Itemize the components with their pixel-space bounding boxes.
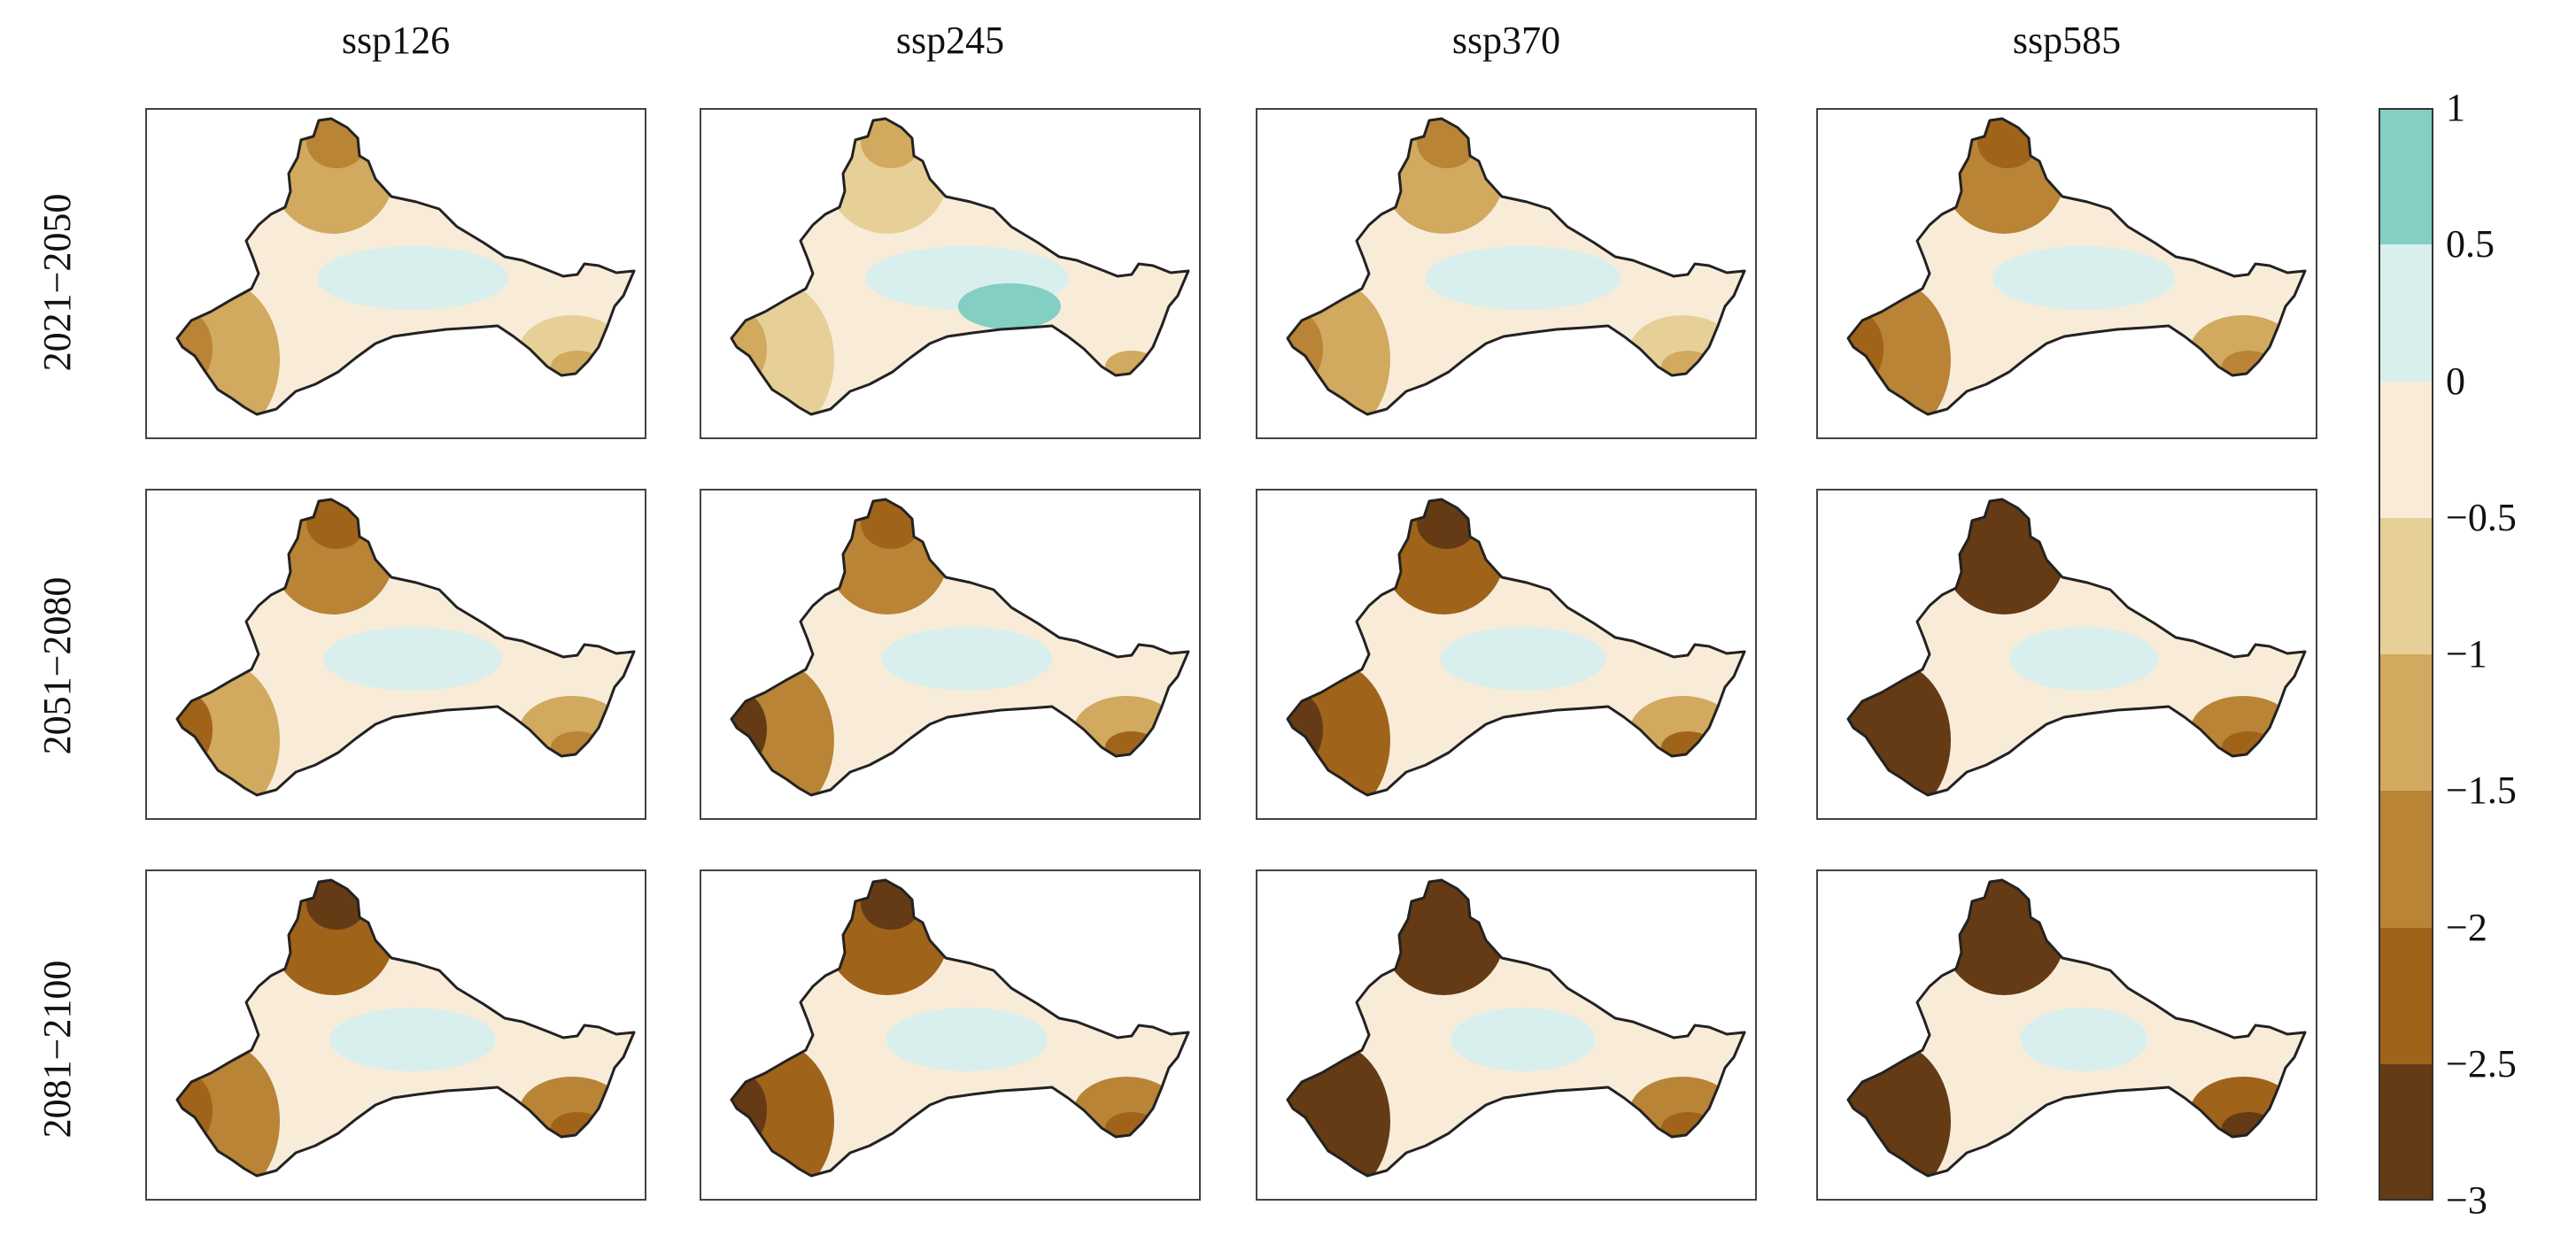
- colorbar-segment: [2379, 1063, 2433, 1201]
- column-label-ssp126: ssp126: [341, 19, 451, 62]
- map-panel-ssp370-row1: [1256, 108, 1757, 439]
- row-label-2021-2050: 2021−2050: [35, 193, 79, 372]
- basin-map: [1286, 498, 1746, 797]
- basin-outline: [175, 117, 636, 416]
- east-tip-anomaly: [1661, 351, 1714, 382]
- basin-map: [1846, 498, 2307, 797]
- map-panel-ssp370-row3: [1256, 869, 1757, 1201]
- map-panel-ssp585-row3: [1816, 869, 2317, 1201]
- colorbar-segment: [2379, 654, 2433, 792]
- column-label-ssp245: ssp245: [895, 19, 1005, 62]
- basin-map: [1286, 117, 1746, 416]
- colorbar-segment: [2379, 791, 2433, 928]
- central-wetting-anomaly: [886, 1008, 1048, 1071]
- colorbar-tick-label: −0.5: [2446, 495, 2517, 539]
- east-tip-anomaly: [1105, 1112, 1158, 1144]
- colorbar-tick-label: −2: [2446, 905, 2487, 949]
- east-tip-anomaly: [1105, 731, 1158, 763]
- colorbar-tick-label: −3: [2446, 1178, 2487, 1222]
- central-wetting-anomaly: [323, 627, 502, 691]
- colorbar-tick-label: 1: [2446, 86, 2465, 129]
- map-panel-ssp370-row2: [1256, 489, 1757, 820]
- row-label-2051-2080: 2051−2080: [35, 576, 79, 755]
- east-tip-anomaly: [2222, 1112, 2275, 1144]
- basin-outline: [1846, 117, 2307, 416]
- east-tip-anomaly: [551, 351, 604, 382]
- colorbar-segment: [2379, 381, 2433, 518]
- row-label-2081-2100: 2081−2100: [35, 960, 79, 1139]
- map-panel-ssp126-row3: [145, 869, 646, 1201]
- colorbar-tick-label: −1: [2446, 632, 2487, 676]
- basin-map: [175, 117, 636, 416]
- east-tip-anomaly: [2222, 731, 2275, 763]
- central-wetting-anomaly: [317, 246, 508, 310]
- east-tip-anomaly: [1105, 351, 1158, 382]
- basin-map: [175, 878, 636, 1178]
- basin-map: [175, 498, 636, 797]
- central-wetting-anomaly: [1440, 627, 1606, 691]
- basin-outline: [1286, 498, 1746, 797]
- central-wetting-anomaly: [2020, 1008, 2147, 1071]
- colorbar-segment: [2379, 927, 2433, 1064]
- map-panel-ssp245-row1: [700, 108, 1201, 439]
- basin-outline: [1286, 878, 1746, 1178]
- colorbar-tick-label: 0.5: [2446, 222, 2495, 267]
- east-tip-anomaly: [2222, 351, 2275, 382]
- basin-outline: [730, 117, 1190, 416]
- east-tip-anomaly: [551, 731, 604, 763]
- central-wetting-anomaly: [882, 627, 1052, 691]
- colorbar-frame: [2379, 108, 2433, 1201]
- column-label-ssp370: ssp370: [1451, 19, 1561, 62]
- central-wetting-anomaly: [1425, 246, 1621, 310]
- map-panel-ssp585-row1: [1816, 108, 2317, 439]
- colorbar-tick-label: −1.5: [2446, 769, 2517, 813]
- basin-map: [1286, 878, 1746, 1178]
- colorbar-segment: [2379, 244, 2433, 382]
- central-wetting-anomaly: [1450, 1008, 1596, 1071]
- basin-outline: [175, 878, 636, 1178]
- central-wetting-anomaly: [1992, 246, 2176, 310]
- map-panel-ssp245-row3: [700, 869, 1201, 1201]
- basin-map: [730, 117, 1190, 416]
- basin-outline: [1286, 117, 1746, 416]
- central-wetting-anomaly: [2009, 627, 2158, 691]
- map-panel-ssp126-row1: [145, 108, 646, 439]
- colorbar-segment: [2379, 517, 2433, 654]
- colorbar-tick-label: 0: [2446, 359, 2465, 403]
- strong-wetting-anomaly: [958, 283, 1061, 329]
- basin-outline: [1846, 878, 2307, 1178]
- map-panel-ssp245-row2: [700, 489, 1201, 820]
- map-panel-ssp585-row2: [1816, 489, 2317, 820]
- east-tip-anomaly: [551, 1112, 604, 1144]
- basin-map: [1846, 117, 2307, 416]
- basin-map: [730, 878, 1190, 1178]
- basin-map: [730, 498, 1190, 797]
- east-tip-anomaly: [1661, 1112, 1714, 1144]
- colorbar-segment: [2379, 108, 2433, 245]
- basin-map: [1846, 878, 2307, 1178]
- map-panel-ssp126-row2: [145, 489, 646, 820]
- basin-outline: [730, 878, 1190, 1178]
- basin-outline: [730, 498, 1190, 797]
- east-tip-anomaly: [1661, 731, 1714, 763]
- column-label-ssp585: ssp585: [2012, 19, 2122, 62]
- basin-outline: [1846, 498, 2307, 797]
- basin-outline: [175, 498, 636, 797]
- colorbar-tick-label: −2.5: [2446, 1041, 2517, 1086]
- central-wetting-anomaly: [329, 1008, 496, 1071]
